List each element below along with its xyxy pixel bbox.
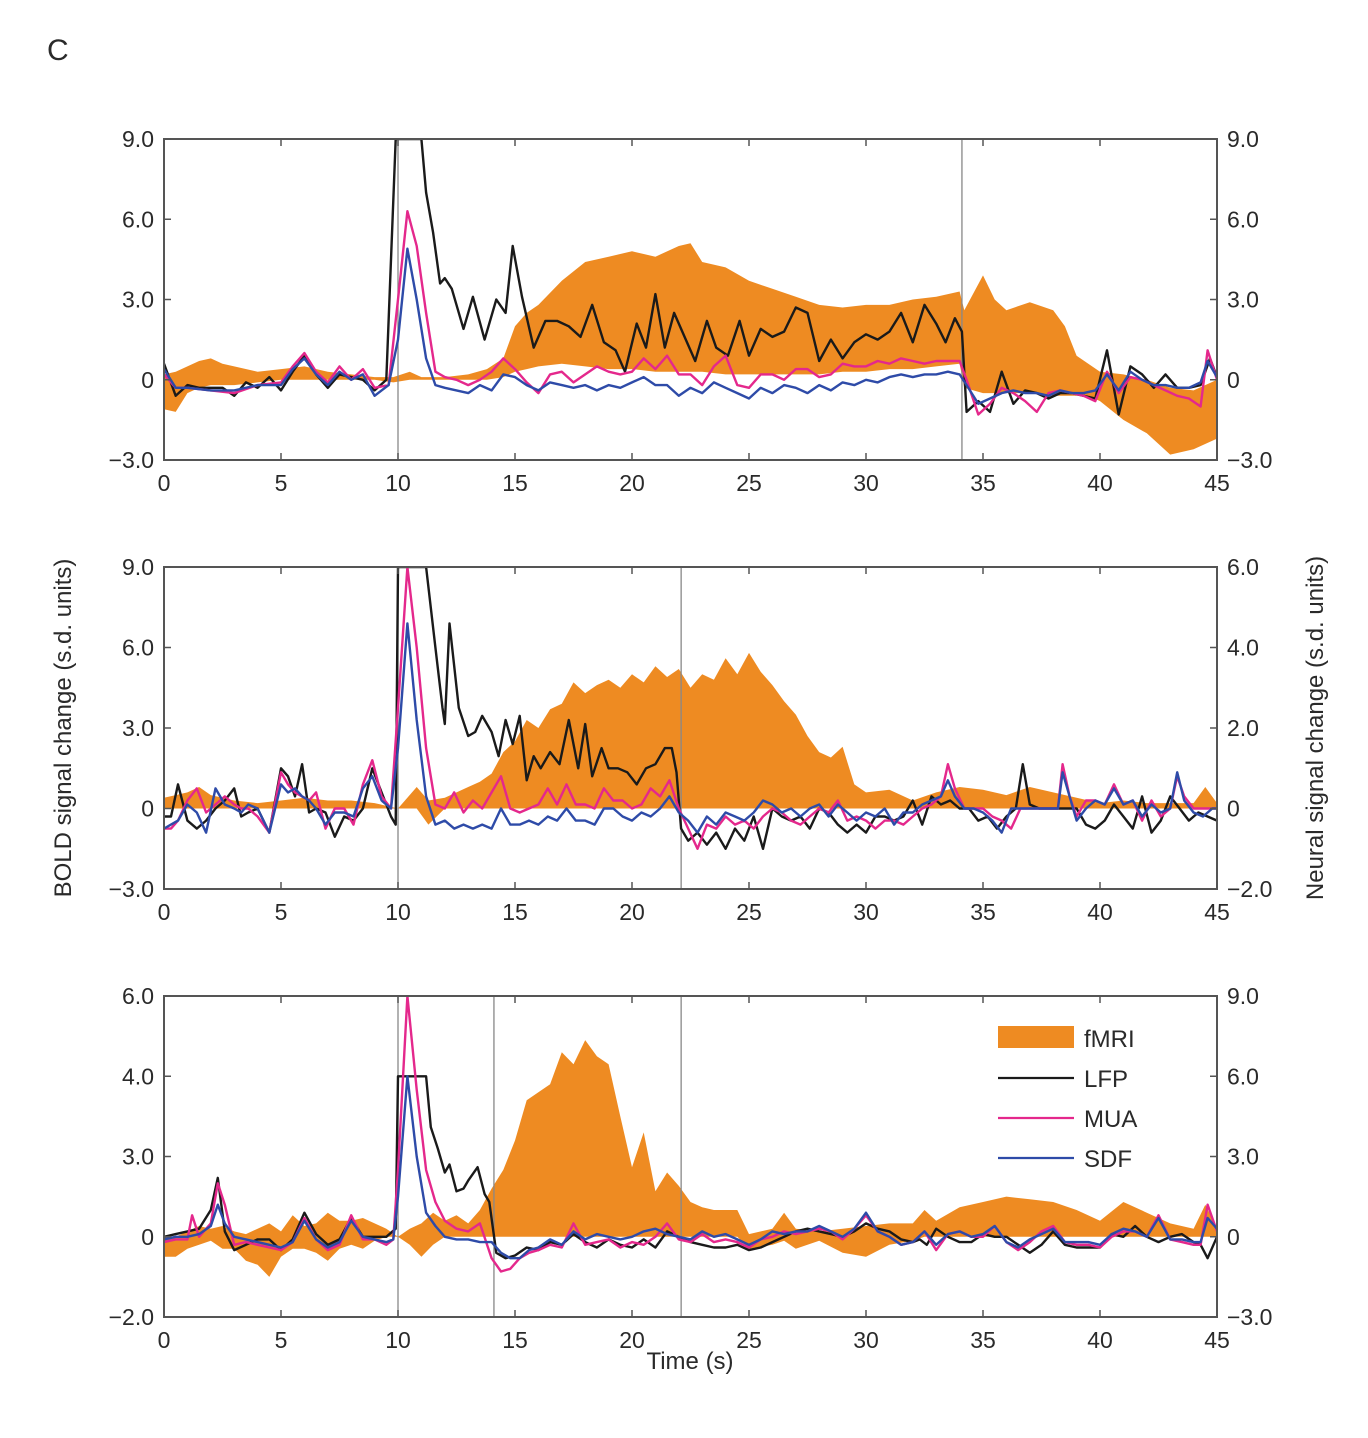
y-tick-label-left: −3.0 [109,876,154,902]
y-tick-label-right: 9.0 [1227,983,1259,1009]
x-tick-label: 35 [970,470,996,496]
x-tick-label: 10 [385,1327,411,1353]
x-tick-label: 35 [970,899,996,925]
series-mua [164,996,1217,1273]
x-tick-label: 45 [1204,470,1230,496]
y-tick-label-right: 0 [1227,367,1240,393]
x-tick-label: 40 [1087,470,1113,496]
panel-top: 0 5 10 15 20 25 30 35 40 459.06.03.00−3.09.06.03.… [109,126,1273,496]
y-tick-label-left: 6.0 [122,206,154,232]
y-tick-label-right: 6.0 [1227,206,1259,232]
x-tick-label: 30 [853,470,879,496]
y-tick-label-right: 3.0 [1227,1144,1259,1170]
panel-letter: C [47,34,69,67]
series-sdf [164,247,1217,405]
x-tick-label: 0 [158,899,171,925]
y-tick-label-left: 0 [141,1224,154,1250]
legend-label: SDF [1084,1146,1132,1173]
x-tick-label: 20 [619,470,645,496]
x-tick-label: 10 [385,470,411,496]
y-tick-label-right: 4.0 [1227,635,1259,661]
x-tick-label: 35 [970,1327,996,1353]
y-tick-label-left: 6.0 [122,983,154,1009]
fmri-band [164,652,1217,825]
legend-label: fMRI [1084,1026,1135,1053]
x-tick-label: 25 [736,470,762,496]
y-tick-label-left: 3.0 [122,715,154,741]
series-sdf [164,1075,1217,1260]
x-tick-label: 5 [275,470,288,496]
y-tick-label-right: 6.0 [1227,1063,1259,1089]
legend-label: MUA [1084,1106,1137,1133]
y-tick-label-right: 2.0 [1227,715,1259,741]
legend-item-lfp: LFP [998,1066,1128,1093]
x-tick-label: 25 [736,1327,762,1353]
y-tick-label-left: 6.0 [122,635,154,661]
legend: fMRI LFP MUA SDF [998,1026,1137,1173]
fmri-band [164,1040,1217,1277]
y-tick-label-right: 6.0 [1227,554,1259,580]
y-tick-label-right: 0 [1227,796,1240,822]
y-tick-label-left: 9.0 [122,554,154,580]
x-tick-label: 45 [1204,1327,1230,1353]
x-tick-label: 30 [853,1327,879,1353]
y-tick-label-left: 9.0 [122,126,154,152]
legend-label: LFP [1084,1066,1128,1093]
legend-item-sdf: SDF [998,1146,1132,1173]
y-tick-label-right: 0 [1227,1224,1240,1250]
x-tick-label: 25 [736,899,762,925]
legend-item-mua: MUA [998,1106,1137,1133]
y-tick-label-left: −2.0 [109,1304,154,1330]
y-tick-label-left: 4.0 [122,1063,154,1089]
x-tick-label: 5 [275,899,288,925]
x-tick-label: 45 [1204,899,1230,925]
x-tick-label: 5 [275,1327,288,1353]
x-tick-label: 40 [1087,1327,1113,1353]
series-mua [164,210,1217,416]
y-tick-label-right: 3.0 [1227,287,1259,313]
y-tick-label-left: −3.0 [109,447,154,473]
y-tick-label-right: 9.0 [1227,126,1259,152]
legend-swatch-fmri [998,1026,1074,1048]
legend-item-fmri: fMRI [998,1026,1135,1053]
y-tick-label-left: 3.0 [122,287,154,313]
y-tick-label-right: −3.0 [1227,447,1272,473]
x-axis-label: Time (s) [646,1348,734,1375]
y-tick-label-right: −2.0 [1227,876,1272,902]
x-tick-label: 10 [385,899,411,925]
y-tick-label-left: 3.0 [122,1144,154,1170]
x-tick-label: 40 [1087,899,1113,925]
y-tick-label-left: 0 [141,796,154,822]
x-tick-label: 30 [853,899,879,925]
series-sdf [164,622,1217,834]
y-tick-label-right: −3.0 [1227,1304,1272,1330]
x-tick-label: 20 [619,899,645,925]
series-lfp [164,567,1217,850]
panel-bottom: 0 5 10 15 20 25 30 35 40 456.04.03.00−2.09.06.03.… [109,983,1273,1353]
x-tick-label: 0 [158,470,171,496]
x-tick-label: 0 [158,1327,171,1353]
x-tick-label: 15 [502,470,528,496]
x-tick-label: 15 [502,899,528,925]
y-tick-label-left: 0 [141,367,154,393]
panel-middle: 0 5 10 15 20 25 30 35 40 459.06.03.00−3.06.04.02.… [109,554,1273,925]
x-tick-label: 15 [502,1327,528,1353]
x-tick-label: 20 [619,1327,645,1353]
